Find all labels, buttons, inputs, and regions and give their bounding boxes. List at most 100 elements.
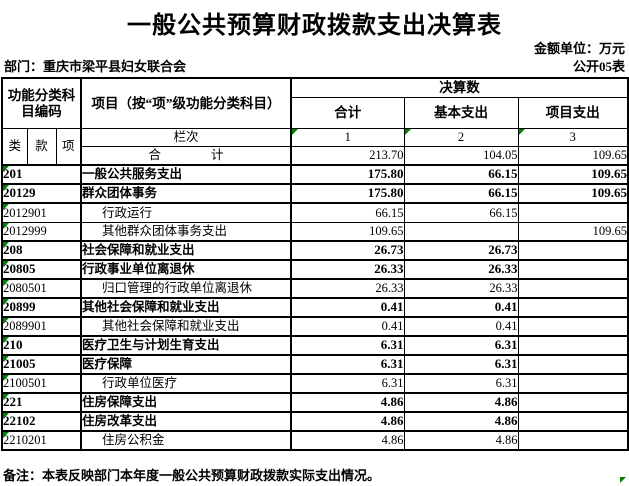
- row-item-name-cell: 一般公共服务支出: [80, 164, 293, 185]
- row-project-cell: [517, 259, 629, 280]
- header-item-col: 项目（按“项”级功能分类科目）: [80, 77, 293, 129]
- row-code-cell: 221: [1, 392, 83, 413]
- row-code: 208: [3, 242, 23, 258]
- table-row: 20805 行政事业单位离退休 26.33 26.33: [1, 259, 629, 280]
- row-code-cell: 20129: [1, 183, 83, 204]
- row-code: 21005: [3, 356, 36, 372]
- row-basic-cell: 66.15: [403, 164, 519, 185]
- header-lei-col: 类: [1, 128, 28, 166]
- row-total-cell: 6.31: [290, 354, 405, 375]
- row-code-cell: 208: [1, 240, 83, 261]
- grand-total-project-cell: 109.65: [517, 146, 629, 166]
- row-project-cell: [517, 202, 629, 223]
- row-item-name-cell: 行政事业单位离退休: [80, 259, 293, 280]
- row-basic-cell: 4.86: [403, 392, 519, 413]
- header-kuan-col: 款: [26, 128, 57, 166]
- row-item-name-cell: 医疗保障: [80, 354, 293, 375]
- header-xiang-col: 项: [55, 128, 83, 166]
- table-row: 22102 住房改革支出 4.86 4.86: [1, 411, 629, 432]
- row-total-cell: 6.31: [290, 335, 405, 356]
- row-basic-cell: 6.31: [403, 354, 519, 375]
- table-row: 20129 群众团体事务 175.80 66.15 109.65: [1, 183, 629, 204]
- row-code: 2100501: [3, 376, 47, 391]
- row-total-cell: 175.80: [290, 164, 405, 185]
- grand-total-basic-cell: 104.05: [403, 146, 519, 166]
- row-item-name-cell: 住房改革支出: [80, 411, 293, 432]
- row-item-name-cell: 其他群众团体事务支出: [80, 221, 293, 242]
- row-basic-cell: [403, 221, 519, 242]
- lanci-label-cell: 栏次: [80, 128, 293, 147]
- row-basic-cell: 0.41: [403, 297, 519, 318]
- row-total-cell: 26.33: [290, 259, 405, 280]
- row-item-name-cell: 社会保障和就业支出: [80, 240, 293, 261]
- department-label: 部门：重庆市梁平县妇女联合会: [4, 59, 187, 74]
- row-code: 20129: [3, 185, 36, 201]
- table-row: 2080501 归口管理的行政单位离退休 26.33 26.33: [1, 278, 629, 299]
- row-basic-cell: 0.41: [403, 316, 519, 337]
- row-code: 20805: [3, 261, 36, 277]
- row-code-cell: 2012999: [1, 221, 83, 242]
- row-project-cell: [517, 430, 629, 451]
- row-code-cell: 210: [1, 335, 83, 356]
- table-row: 201 一般公共服务支出 175.80 66.15 109.65: [1, 164, 629, 185]
- row-code-cell: 22102: [1, 411, 83, 432]
- row-basic-cell: 26.33: [403, 278, 519, 299]
- row-project-cell: [517, 411, 629, 432]
- table-row: 2012901 行政运行 66.15 66.15: [1, 202, 629, 223]
- row-project-cell: [517, 335, 629, 356]
- row-total-cell: 109.65: [290, 221, 405, 242]
- row-total-cell: 0.41: [290, 297, 405, 318]
- table-row: 2210201 住房公积金 4.86 4.86: [1, 430, 629, 451]
- error-flag-triangle-icon: [405, 129, 411, 135]
- row-basic-cell: 6.31: [403, 335, 519, 356]
- row-item-name-cell: 群众团体事务: [80, 183, 293, 204]
- row-total-cell: 4.86: [290, 392, 405, 413]
- row-code: 20899: [3, 299, 36, 315]
- row-project-cell: 109.65: [517, 221, 629, 242]
- row-code: 22102: [3, 413, 36, 429]
- row-project-cell: [517, 373, 629, 394]
- row-item-name-cell: 住房保障支出: [80, 392, 293, 413]
- row-basic-cell: 66.15: [403, 183, 519, 204]
- row-code-cell: 2210201: [1, 430, 83, 451]
- grand-total-sum-cell: 213.70: [290, 146, 405, 166]
- row-item-name-cell: 行政运行: [80, 202, 293, 223]
- row-total-cell: 0.41: [290, 316, 405, 337]
- row-project-cell: 109.65: [517, 164, 629, 185]
- page-title: 一般公共预算财政拨款支出决算表: [127, 13, 502, 39]
- row-item-name-cell: 其他社会保障和就业支出: [80, 316, 293, 337]
- table-row: 21005 医疗保障 6.31 6.31: [1, 354, 629, 375]
- row-code: 2080501: [3, 281, 47, 296]
- table-body: 201 一般公共服务支出 175.80 66.15 109.65 20129 群众团体事务 1…: [1, 164, 629, 451]
- row-project-cell: 109.65: [517, 183, 629, 204]
- row-basic-cell: 26.33: [403, 259, 519, 280]
- row-basic-cell: 4.86: [403, 411, 519, 432]
- table-row: 20899 其他社会保障和就业支出 0.41 0.41: [1, 297, 629, 318]
- column-number: 2: [457, 130, 465, 145]
- header-amount-group: 决算数: [290, 77, 629, 98]
- row-total-cell: 175.80: [290, 183, 405, 204]
- column-number-cell: 1: [290, 128, 405, 147]
- row-total-cell: 4.86: [290, 411, 405, 432]
- row-code: 2012901: [3, 205, 47, 220]
- row-code-cell: 2080501: [1, 278, 83, 299]
- row-total-cell: 26.73: [290, 240, 405, 261]
- row-code-cell: 2100501: [1, 373, 83, 394]
- row-code-cell: 20805: [1, 259, 83, 280]
- row-total-cell: 26.33: [290, 278, 405, 299]
- meta-line: 部门：重庆市梁平县妇女联合会 公开05表: [4, 56, 625, 75]
- error-flag-triangle-icon: [292, 129, 299, 135]
- row-basic-cell: 6.31: [403, 373, 519, 394]
- table-row: 2089901 其他社会保障和就业支出 0.41 0.41: [1, 316, 629, 337]
- row-project-cell: [517, 278, 629, 299]
- row-item-name-cell: 行政单位医疗: [80, 373, 293, 394]
- column-number: 3: [569, 130, 576, 145]
- header-total-col: 合计: [290, 97, 405, 129]
- row-project-cell: [517, 392, 629, 413]
- table-row: 210 医疗卫生与计划生育支出 6.31 6.31: [1, 335, 629, 356]
- row-code: 210: [3, 337, 23, 353]
- error-flag-triangle-icon: [519, 129, 525, 135]
- row-code: 2012999: [3, 224, 47, 239]
- row-basic-cell: 26.73: [403, 240, 519, 261]
- error-flag-triangle-icon: [620, 477, 626, 483]
